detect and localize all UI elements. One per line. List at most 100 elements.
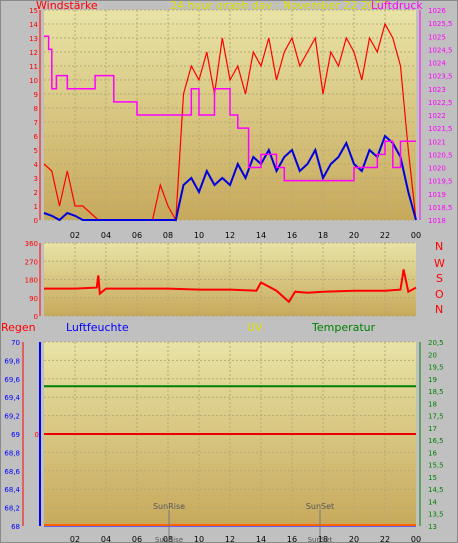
- wind-y-tick-label: 0: [34, 217, 38, 225]
- regen-label: Regen: [1, 321, 36, 334]
- pressure-y-tick-label: 1024,5: [428, 46, 453, 54]
- wind-y-tick-label: 6: [34, 133, 39, 141]
- direction-series: [44, 269, 417, 304]
- pressure-y-tick-label: 1020: [428, 165, 446, 173]
- wind-average-line: [43, 134, 417, 222]
- wind-x-tick-label: 04: [101, 231, 111, 240]
- wind-direction-line: [44, 269, 417, 304]
- temperature-y-tick-label: 15,5: [428, 462, 444, 470]
- humidity-y-tick-label: 70: [11, 339, 20, 347]
- humidity-y-tick-label: 68,8: [4, 449, 20, 457]
- wind-x-tick-label: 00: [411, 231, 421, 240]
- climate-x-tick-label: 00: [411, 535, 421, 543]
- sunset-bottom-label: SunSet: [308, 536, 333, 543]
- temperature-y-tick-label: 18: [428, 400, 437, 408]
- wind-x-tick-label: 14: [256, 231, 266, 240]
- direction-y-tick-label: 180: [25, 277, 38, 285]
- wind-y-tick-label: 9: [34, 91, 38, 99]
- wind-pressure-panel: 012345678910111213141510181018,510191019…: [29, 7, 452, 240]
- direction-label-n2: N: [435, 303, 444, 316]
- climate-x-tick-label: 22: [380, 535, 390, 543]
- wind-y-tick-label: 13: [29, 35, 38, 43]
- luftdruck-label: Luftdruck: [371, 0, 423, 12]
- direction-axis-ticks: 0 90 180 270 360: [25, 240, 41, 321]
- wind-y-tick-label: 8: [34, 105, 38, 113]
- direction-y-tick-label: 0: [34, 313, 38, 321]
- direction-panel: 0 90 180 270 360: [25, 240, 417, 321]
- humidity-y-tick-label: 68,4: [4, 486, 20, 494]
- humidity-y-tick-label: 69,4: [4, 394, 20, 402]
- temperature-y-tick-label: 16,5: [428, 437, 444, 445]
- climate-x-tick-label: 20: [349, 535, 359, 543]
- uv-label: UV: [247, 321, 263, 334]
- pressure-line: [44, 35, 416, 182]
- temperature-y-tick-label: 14,5: [428, 486, 444, 494]
- humidity-y-tick-label: 68,6: [4, 468, 20, 476]
- climate-series: [44, 385, 416, 543]
- temperature-y-tick-label: 20,5: [428, 339, 444, 347]
- wind-y-tick-label: 14: [29, 21, 38, 29]
- pressure-y-tick-label: 1021: [428, 138, 446, 146]
- wind-y-tick-label: 12: [29, 49, 38, 57]
- pressure-y-tick-label: 1024: [428, 60, 446, 68]
- wind-y-tick-label: 15: [29, 7, 38, 15]
- wind-x-tick-label: 18: [318, 231, 328, 240]
- wind-x-tick-label: 20: [349, 231, 359, 240]
- windstaerke-label: Windstärke: [36, 0, 98, 12]
- sunrise-bottom-label: SunRise: [155, 536, 183, 543]
- wind-x-tick-label: 10: [194, 231, 204, 240]
- climate-x-tick-label: 06: [132, 535, 142, 543]
- pressure-y-tick-label: 1025: [428, 33, 446, 41]
- pressure-y-tick-label: 1026: [428, 7, 446, 15]
- wind-y-tick-label: 4: [34, 161, 39, 169]
- pressure-y-tick-label: 1018: [428, 217, 446, 225]
- wind-x-tick-label: 02: [70, 231, 80, 240]
- climate-x-tick-label: 12: [225, 535, 235, 543]
- direction-label-w: W: [434, 257, 445, 270]
- wind-y-tick-label: 1: [34, 203, 38, 211]
- temperature-y-tick-label: 13,5: [428, 511, 444, 519]
- temperature-y-tick-label: 16: [428, 449, 437, 457]
- sunrise-label: SunRise: [153, 502, 185, 511]
- climate-x-tick-label: 10: [194, 535, 204, 543]
- humidity-y-tick-label: 68,2: [4, 505, 20, 513]
- wind-x-tick-label: 06: [132, 231, 142, 240]
- temperature-y-tick-label: 19,5: [428, 364, 444, 372]
- humidity-y-tick-label: 69,2: [4, 413, 20, 421]
- temperature-y-tick-label: 20: [428, 351, 437, 359]
- pressure-y-tick-label: 1018,5: [428, 204, 453, 212]
- wind-y-tick-label: 5: [34, 147, 38, 155]
- wind-y-tick-label: 10: [29, 77, 38, 85]
- wind-x-tick-label: 22: [380, 231, 390, 240]
- pressure-y-tick-label: 1021,5: [428, 125, 453, 133]
- climate-x-tick-label: 16: [287, 535, 297, 543]
- humidity-y-tick-label: 69,8: [4, 357, 20, 365]
- wind-y-tick-label: 7: [34, 119, 38, 127]
- temperature-y-tick-label: 15: [428, 474, 437, 482]
- temperature-y-tick-label: 17,5: [428, 413, 444, 421]
- pressure-y-tick-label: 1025,5: [428, 20, 453, 28]
- temperature-y-tick-label: 19: [428, 376, 437, 384]
- climate-x-tick-label: 02: [70, 535, 80, 543]
- humidity-y-tick-label: 68: [11, 523, 20, 531]
- wind-x-tick-label: 08: [163, 231, 173, 240]
- pressure-y-tick-label: 1022,5: [428, 99, 453, 107]
- temperatur-label: Temperatur: [312, 321, 376, 334]
- climate-x-tick-label: 04: [101, 535, 111, 543]
- climate-x-tick-label: 18: [318, 535, 328, 543]
- pressure-y-tick-label: 1020,5: [428, 151, 453, 159]
- wind-y-tick-label: 11: [29, 63, 38, 71]
- sunset-label: SunSet: [306, 502, 334, 511]
- direction-label-o: O: [435, 288, 444, 301]
- temperature-y-tick-label: 14: [428, 498, 437, 506]
- temperature-y-tick-label: 17: [428, 425, 437, 433]
- direction-grid: [44, 242, 416, 317]
- humidity-y-tick-label: 69: [11, 431, 20, 439]
- climate-x-tick-label: 14: [256, 535, 266, 543]
- wind-series: [43, 22, 417, 223]
- direction-y-tick-label: 270: [25, 258, 38, 266]
- rain-humidity-uv-temperature-panel: 68 68,2 68,4 68,6 68,8 69 69,2 69,4 69,6 69,8 70 13…: [4, 339, 444, 543]
- pressure-y-tick-label: 1023,5: [428, 73, 453, 81]
- luftfeuchte-label: Luftfeuchte: [66, 321, 129, 334]
